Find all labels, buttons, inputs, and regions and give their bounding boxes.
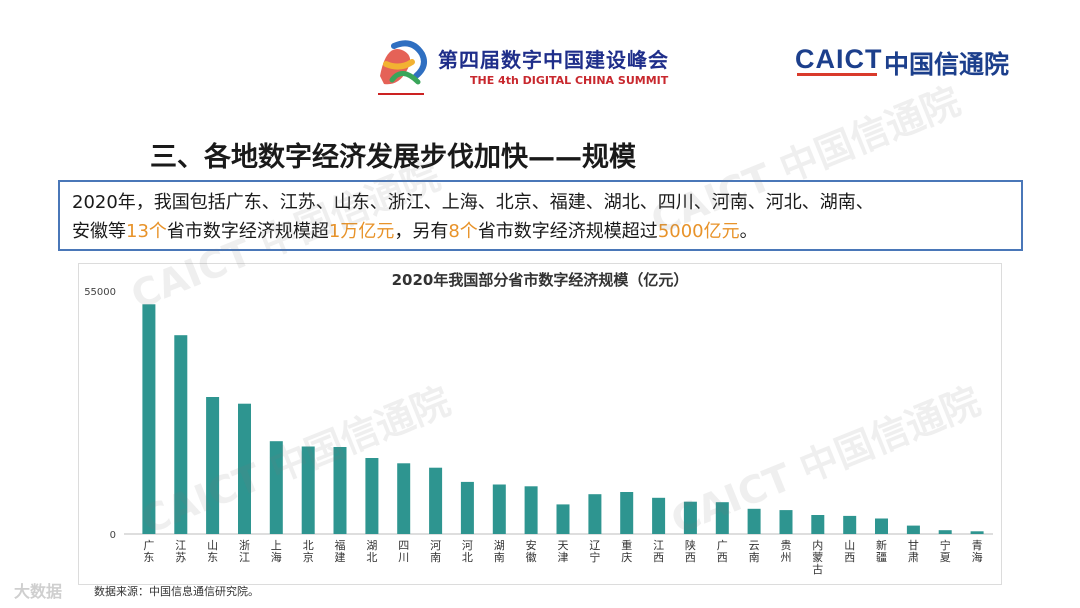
x-tick-label: 安徽: [526, 538, 537, 564]
summary-text: 。: [739, 221, 758, 242]
x-tick-label: 河北: [462, 539, 473, 564]
caict-logo-text: CAICT: [795, 44, 883, 74]
x-tick-label: 福建: [335, 538, 346, 564]
x-labels-group: 广东江苏山东浙江上海北京福建湖北四川河南河北湖南安徽天津辽宁重庆江西陕西广西云南…: [143, 538, 982, 576]
summary-text: 省市数字经济规模超过: [477, 221, 658, 242]
caict-logo-chinese: 中国信通院: [884, 50, 1010, 79]
bar-安徽: [524, 486, 538, 534]
bar-北京: [301, 446, 315, 534]
bar-江西: [652, 497, 666, 534]
footer-brand: 大数据: [14, 582, 63, 601]
bar-新疆: [875, 518, 888, 534]
bar-宁夏: [938, 530, 952, 534]
bar-内蒙古: [811, 515, 825, 534]
bar-陕西: [683, 501, 697, 534]
x-tick-label: 宁夏: [940, 538, 951, 564]
x-tick-label: 天津: [558, 539, 569, 564]
summit-logo: [378, 40, 427, 95]
x-tick-label: 陕西: [685, 538, 696, 564]
x-tick-label: 贵州: [781, 539, 792, 564]
x-tick-label: 云南: [749, 539, 760, 564]
x-tick-label: 湖北: [366, 539, 377, 564]
x-tick-label: 山东: [207, 539, 218, 564]
summary-line-2: 安徽等13个省市数字经济规模超1万亿元，另有8个省市数字经济规模超过5000亿元…: [72, 217, 1009, 246]
x-tick-label: 重庆: [621, 538, 632, 564]
x-tick-label: 青海: [972, 539, 983, 564]
caict-logo-underline: [797, 73, 877, 76]
chart-title: 2020年我国部分省市数字经济规模（亿元）: [392, 271, 689, 289]
bar-广东: [142, 304, 156, 534]
summary-text: 安徽等: [72, 221, 126, 242]
x-tick-label: 广西: [717, 539, 728, 564]
x-tick-label: 北京: [303, 539, 314, 564]
x-tick-label: 广东: [143, 539, 154, 564]
bar-辽宁: [588, 494, 602, 534]
bar-山东: [206, 397, 220, 534]
bar-上海: [269, 441, 283, 534]
bar-山西: [843, 515, 857, 534]
summary-highlight: 8个: [448, 221, 478, 242]
bar-河北: [460, 481, 474, 534]
bar-四川: [397, 463, 411, 534]
x-tick-label: 甘肃: [908, 539, 919, 564]
x-tick-label: 浙江: [239, 539, 250, 564]
x-tick-label: 辽宁: [589, 539, 600, 564]
x-tick-label: 江苏: [175, 539, 186, 564]
chart-frame: [78, 263, 1002, 585]
summary-highlight: 5000亿元: [657, 221, 740, 242]
source-note: 数据来源：中国信息通信研究院。: [94, 585, 259, 598]
summary-text: 省市数字经济规模超: [166, 221, 329, 242]
x-tick-label: 湖南: [494, 539, 505, 564]
x-tick-label: 山西: [844, 539, 855, 564]
summary-highlight: 13个: [126, 221, 167, 242]
bar-贵州: [779, 510, 793, 534]
bar-湖北: [365, 458, 379, 534]
summary-box: 2020年，我国包括广东、江苏、山东、浙江、上海、北京、福建、湖北、四川、河南、…: [58, 180, 1023, 251]
bar-甘肃: [906, 525, 920, 534]
bar-河南: [429, 467, 443, 534]
summary-highlight: 1万亿元: [328, 221, 395, 242]
bar-重庆: [620, 492, 634, 534]
x-tick-label: 河南: [430, 539, 441, 564]
y-tick-label: 0: [110, 530, 116, 541]
bars-group: [142, 304, 984, 534]
bar-湖南: [492, 484, 506, 534]
summary-text: ，另有: [394, 221, 449, 242]
bar-天津: [556, 504, 570, 534]
bar-青海: [970, 531, 984, 534]
bar-广西: [715, 502, 729, 534]
x-tick-label: 江西: [653, 539, 664, 564]
x-tick-label: 上海: [271, 539, 282, 564]
bar-云南: [747, 508, 761, 534]
y-tick-label: 55000: [84, 287, 116, 298]
summit-subtitle: THE 4th DIGITAL CHINA SUMMIT: [470, 74, 669, 87]
x-tick-label: 内蒙古: [812, 538, 823, 576]
x-tick-label: 四川: [398, 539, 409, 564]
x-tick-label: 新疆: [876, 538, 887, 564]
bar-福建: [333, 447, 347, 534]
bar-chart: 2020年我国部分省市数字经济规模（亿元） 55000 0 广东江苏山东浙江上海…: [84, 271, 993, 576]
bar-江苏: [174, 335, 188, 534]
bar-浙江: [238, 403, 251, 534]
slide-title: 三、各地数字经济发展步伐加快——规模: [150, 142, 636, 173]
summary-line-1: 2020年，我国包括广东、江苏、山东、浙江、上海、北京、福建、湖北、四川、河南、…: [72, 192, 874, 213]
summit-title: 第四届数字中国建设峰会: [438, 48, 669, 72]
